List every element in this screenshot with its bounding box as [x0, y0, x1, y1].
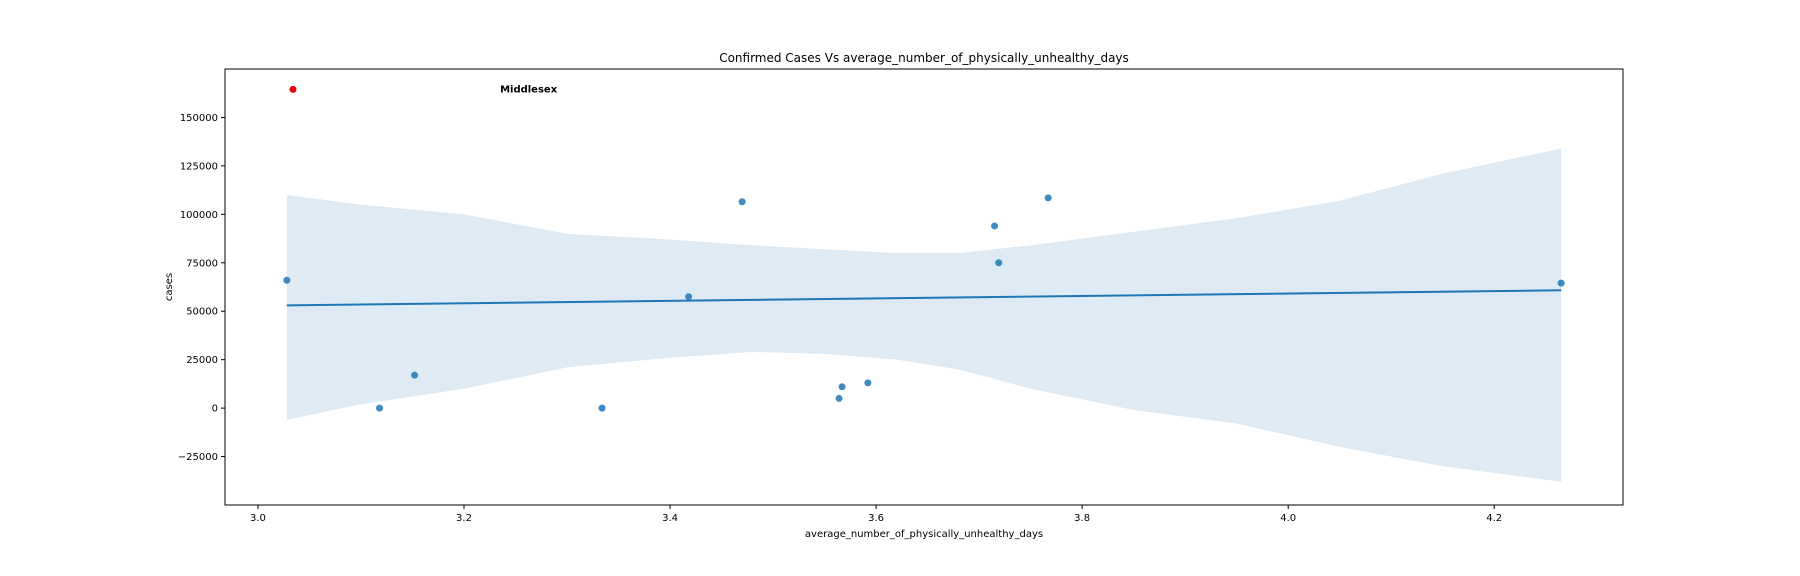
data-point-3 — [598, 404, 606, 412]
y-axis-ticks: −25000 0 25000 50000 75000 100000 125000 150000 — [178, 113, 225, 463]
x-tick-label: 3.6 — [868, 513, 884, 524]
x-tick-label: 3.8 — [1074, 513, 1090, 524]
data-point-2 — [411, 371, 419, 379]
y-tick-label: 0 — [212, 404, 218, 415]
confidence-band — [286, 148, 1562, 482]
data-point-11 — [1044, 194, 1052, 202]
y-tick-label: 100000 — [180, 210, 218, 221]
x-tick-label: 3.2 — [456, 513, 472, 524]
data-point-8 — [864, 379, 872, 387]
x-axis-label: average_number_of_physically_unhealthy_d… — [805, 529, 1043, 540]
annotation-middlesex: Middlesex — [500, 84, 558, 95]
confidence-band-layer — [286, 148, 1562, 482]
y-axis-label: cases — [164, 273, 175, 301]
data-point-12 — [1557, 279, 1565, 287]
plot-frame — [224, 68, 1624, 506]
data-point-0 — [283, 276, 291, 284]
x-tick-label: 3.0 — [250, 513, 266, 524]
x-tick-label: 4.2 — [1486, 513, 1502, 524]
x-axis-ticks: 3.0 3.2 3.4 3.6 3.8 4.0 4.2 — [250, 505, 1502, 524]
data-point-1 — [376, 404, 384, 412]
x-tick-label: 3.4 — [662, 513, 678, 524]
data-point-4 — [685, 293, 693, 301]
x-tick-label: 4.0 — [1280, 513, 1296, 524]
regression-line-layer — [286, 289, 1562, 307]
data-point-7 — [838, 383, 846, 391]
data-point-9 — [991, 222, 999, 230]
y-tick-label: 150000 — [180, 113, 218, 124]
data-point-6 — [835, 394, 843, 402]
y-tick-label: 25000 — [186, 355, 218, 366]
y-tick-label: 75000 — [186, 258, 218, 269]
y-tick-label: −25000 — [178, 452, 218, 463]
y-tick-label: 50000 — [186, 307, 218, 318]
data-point-10 — [995, 259, 1003, 267]
data-point-5 — [738, 198, 746, 206]
regression-line — [286, 289, 1562, 307]
data-points-layer — [283, 85, 1565, 412]
highlight-point-middlesex — [289, 85, 297, 93]
y-tick-label: 125000 — [180, 161, 218, 172]
chart-title: Confirmed Cases Vs average_number_of_phy… — [719, 51, 1129, 65]
